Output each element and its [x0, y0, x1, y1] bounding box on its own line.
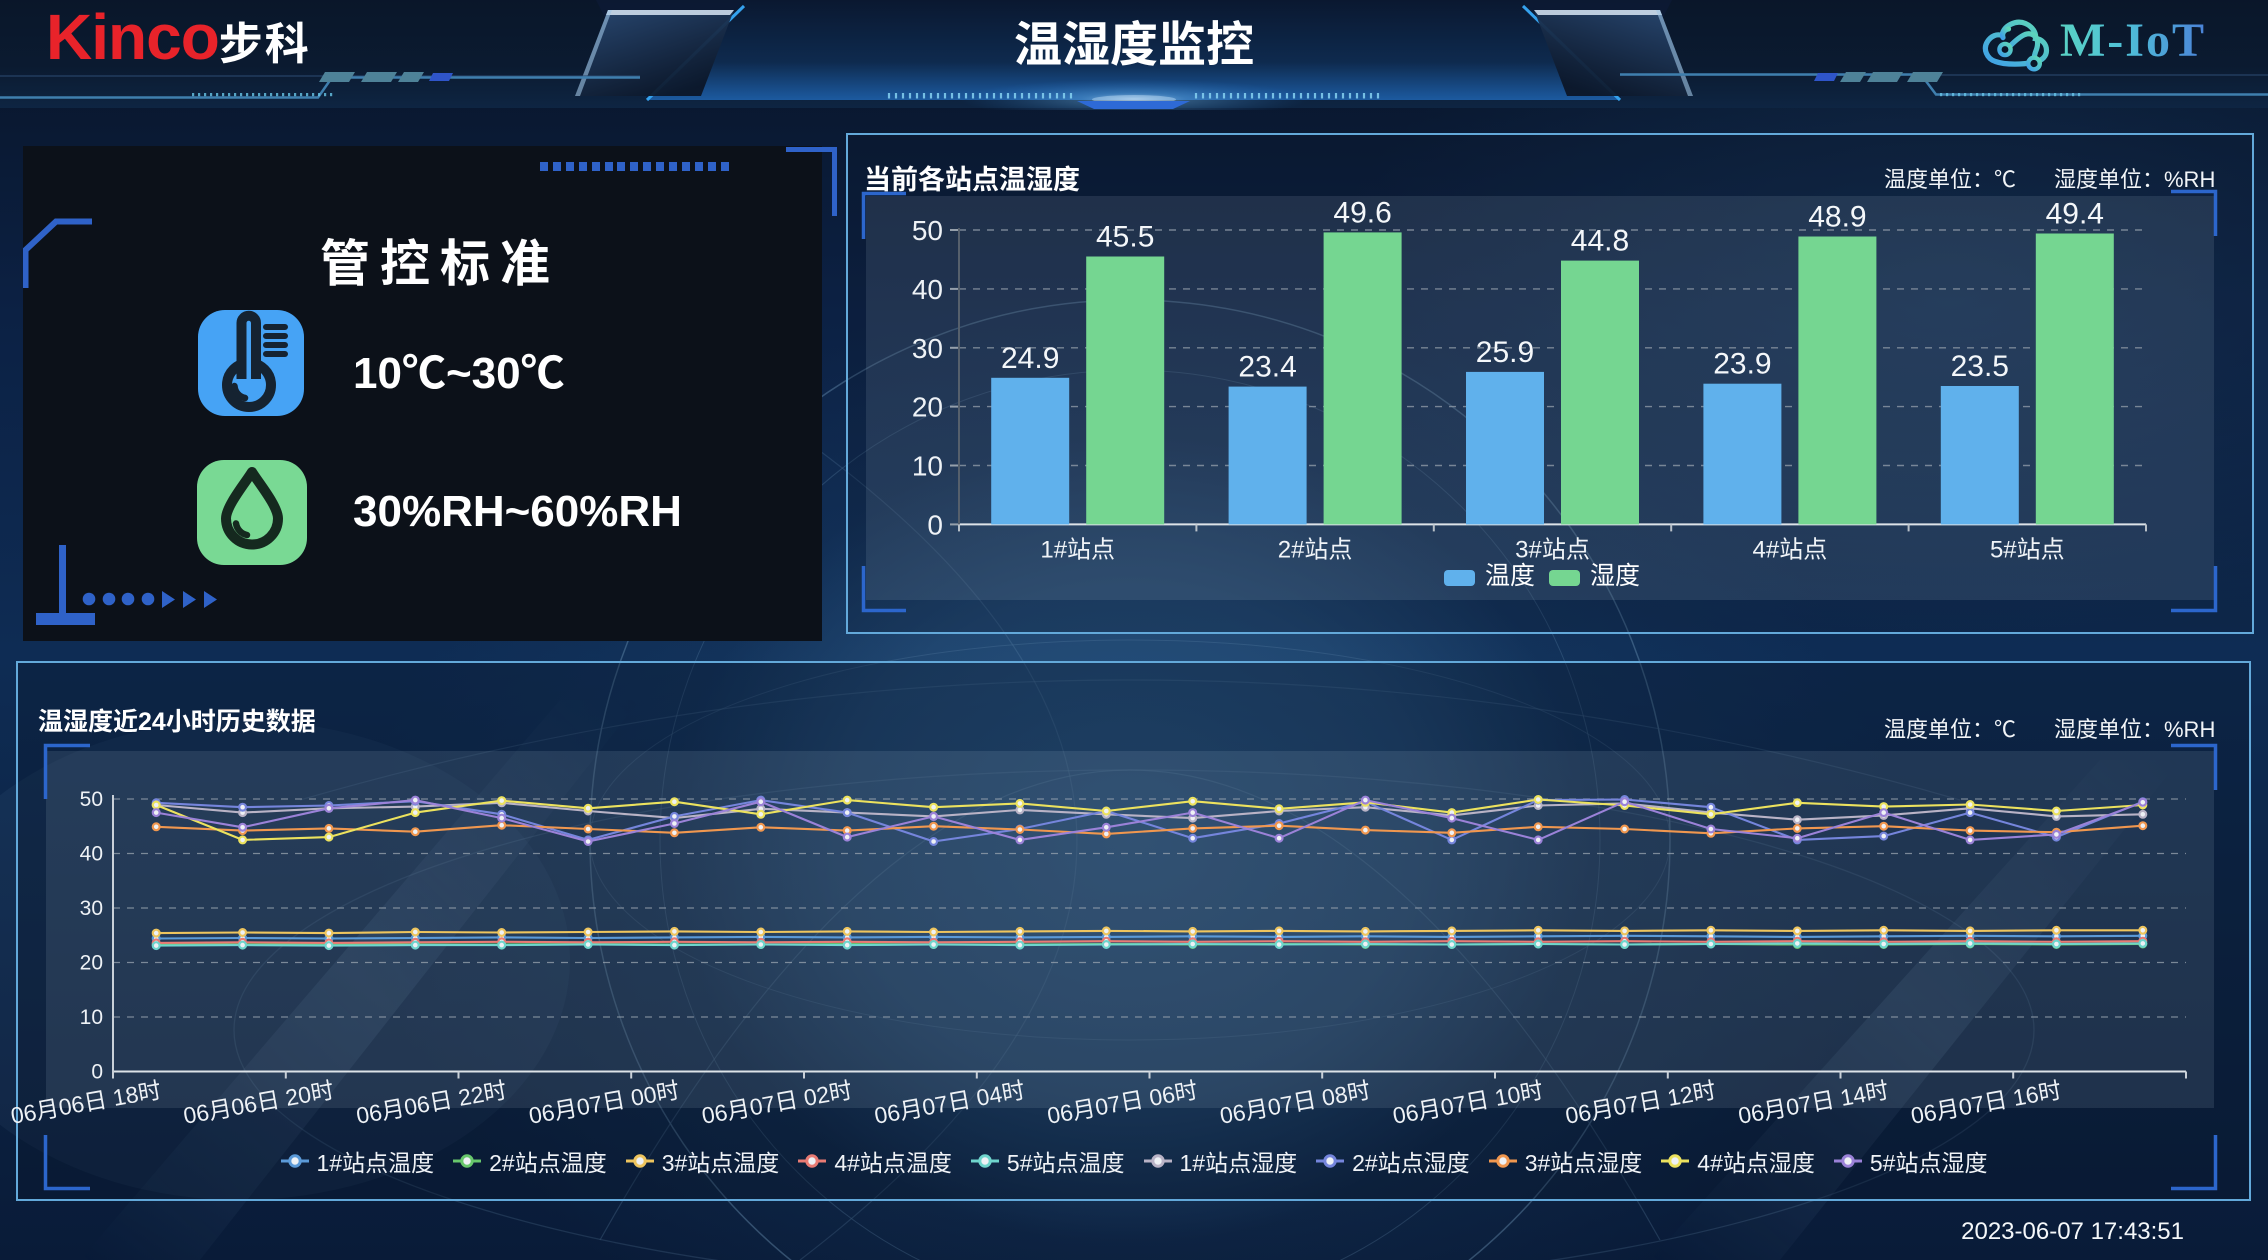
svg-text:0: 0: [91, 1061, 103, 1084]
svg-text:M-IoT: M-IoT: [2060, 14, 2206, 67]
svg-text:20: 20: [912, 392, 943, 423]
svg-text:25.9: 25.9: [1476, 336, 1534, 369]
svg-text:49.6: 49.6: [1333, 196, 1391, 229]
svg-text:06月07日 02时: 06月07日 02时: [700, 1077, 854, 1129]
svg-text:40: 40: [80, 843, 103, 866]
svg-text:06月07日 16时: 06月07日 16时: [1909, 1077, 2063, 1129]
svg-text:40: 40: [912, 274, 943, 305]
svg-text:48.9: 48.9: [1808, 201, 1866, 234]
svg-text:0: 0: [927, 509, 943, 540]
svg-text:30: 30: [80, 897, 103, 920]
svg-text:3#站点: 3#站点: [1515, 536, 1590, 563]
svg-text:06月07日 08时: 06月07日 08时: [1218, 1077, 1372, 1129]
svg-text:10: 10: [80, 1006, 103, 1029]
svg-text:49.4: 49.4: [2046, 198, 2104, 231]
svg-text:23.9: 23.9: [1713, 348, 1771, 381]
svg-text:06月07日 00时: 06月07日 00时: [527, 1077, 681, 1129]
svg-text:06月07日 12时: 06月07日 12时: [1563, 1077, 1717, 1129]
svg-text:24.9: 24.9: [1001, 342, 1059, 375]
svg-text:06月07日 06时: 06月07日 06时: [1045, 1077, 1199, 1129]
svg-text:06月06日 18时: 06月06日 18时: [9, 1077, 163, 1129]
svg-text:44.8: 44.8: [1571, 225, 1629, 258]
svg-text:23.5: 23.5: [1951, 350, 2009, 383]
svg-text:06月06日 22时: 06月06日 22时: [354, 1077, 508, 1129]
svg-text:5#站点: 5#站点: [1990, 536, 2065, 563]
svg-text:10: 10: [912, 451, 943, 482]
svg-text:30: 30: [912, 333, 943, 364]
svg-text:1#站点: 1#站点: [1040, 536, 1115, 563]
svg-text:06月07日 14时: 06月07日 14时: [1736, 1077, 1890, 1129]
svg-text:06月07日 10时: 06月07日 10时: [1391, 1077, 1545, 1129]
svg-text:4#站点: 4#站点: [1753, 536, 1828, 563]
svg-text:20: 20: [80, 952, 103, 975]
svg-text:06月07日 04时: 06月07日 04时: [872, 1077, 1026, 1129]
svg-text:50: 50: [80, 788, 103, 811]
svg-text:2#站点: 2#站点: [1278, 536, 1353, 563]
svg-text:45.5: 45.5: [1096, 221, 1154, 254]
svg-text:23.4: 23.4: [1238, 351, 1296, 384]
svg-text:50: 50: [912, 215, 943, 246]
svg-text:06月06日 20时: 06月06日 20时: [181, 1077, 335, 1129]
